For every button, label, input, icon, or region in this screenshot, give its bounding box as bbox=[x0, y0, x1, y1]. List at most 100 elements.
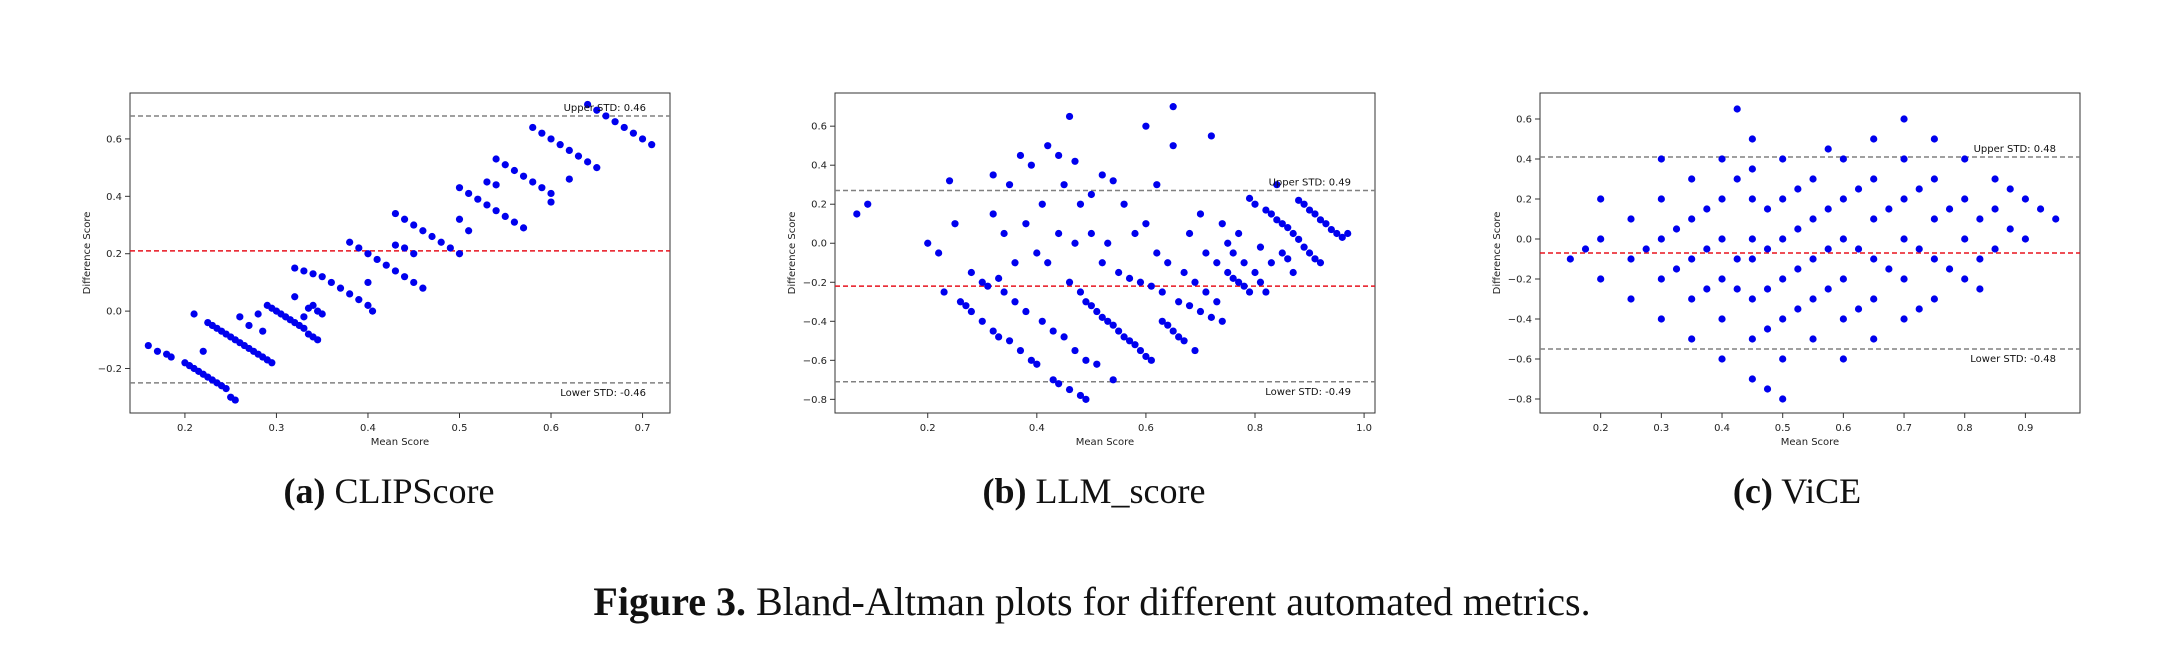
data-point bbox=[1627, 255, 1635, 263]
data-point bbox=[1180, 337, 1188, 345]
data-point bbox=[984, 282, 992, 290]
data-point bbox=[1718, 315, 1726, 323]
data-point bbox=[1824, 245, 1832, 253]
data-point bbox=[1718, 235, 1726, 243]
data-point bbox=[1794, 305, 1802, 313]
data-point bbox=[1779, 155, 1787, 163]
data-point bbox=[501, 161, 509, 169]
y-tick-label: 0.4 bbox=[1516, 155, 1532, 166]
data-point bbox=[1657, 275, 1665, 283]
data-point bbox=[1142, 122, 1150, 130]
data-point bbox=[1104, 317, 1112, 325]
data-point bbox=[236, 313, 244, 321]
data-point bbox=[1779, 235, 1787, 243]
data-point bbox=[2021, 235, 2029, 243]
data-point bbox=[1763, 205, 1772, 213]
y-tick-label: 0.0 bbox=[1516, 235, 1532, 246]
y-tick-label: −0.2 bbox=[803, 278, 827, 289]
data-point bbox=[400, 273, 409, 281]
data-point bbox=[538, 129, 546, 137]
data-point bbox=[465, 189, 473, 198]
data-point bbox=[529, 178, 537, 186]
data-point bbox=[364, 278, 372, 287]
data-point bbox=[1153, 249, 1161, 257]
data-point bbox=[565, 175, 573, 183]
data-point bbox=[1915, 305, 1923, 313]
data-point bbox=[1885, 205, 1893, 213]
upper-std-label: Upper STD: 0.46 bbox=[564, 103, 646, 114]
data-point bbox=[1900, 235, 1908, 243]
data-point bbox=[1870, 255, 1878, 263]
x-tick-label: 0.6 bbox=[543, 423, 559, 434]
data-point bbox=[1185, 229, 1194, 238]
data-point bbox=[1870, 295, 1878, 303]
data-point bbox=[1180, 268, 1188, 277]
data-point bbox=[1870, 135, 1878, 143]
data-point bbox=[989, 327, 997, 335]
data-point bbox=[1256, 243, 1265, 251]
data-point bbox=[1027, 356, 1035, 364]
data-point bbox=[1289, 268, 1297, 277]
data-point bbox=[1087, 229, 1095, 238]
x-axis-label: Mean Score bbox=[1781, 437, 1839, 448]
data-point bbox=[1824, 145, 1832, 153]
data-point bbox=[995, 274, 1003, 282]
data-point bbox=[309, 270, 317, 278]
x-tick-label: 0.3 bbox=[1653, 423, 1669, 434]
data-point bbox=[1142, 220, 1150, 228]
data-point bbox=[336, 284, 345, 292]
data-point bbox=[967, 307, 975, 316]
data-point bbox=[474, 195, 482, 203]
data-point bbox=[153, 347, 162, 355]
data-point bbox=[1245, 288, 1254, 296]
data-point bbox=[465, 227, 473, 235]
data-point bbox=[391, 267, 400, 275]
data-point bbox=[364, 250, 372, 258]
data-point bbox=[2006, 225, 2014, 233]
data-point bbox=[1055, 380, 1063, 388]
data-point bbox=[1779, 275, 1787, 283]
data-point bbox=[1093, 360, 1101, 368]
x-tick-label: 0.7 bbox=[635, 423, 651, 434]
data-point bbox=[1718, 355, 1726, 363]
data-point bbox=[1131, 229, 1139, 238]
data-point bbox=[1033, 249, 1041, 257]
data-point bbox=[1218, 317, 1226, 325]
data-point bbox=[1597, 195, 1605, 203]
data-point bbox=[346, 290, 354, 298]
data-point bbox=[1213, 259, 1221, 267]
y-tick-label: 0.6 bbox=[106, 134, 122, 145]
data-point bbox=[967, 268, 975, 277]
y-tick-label: 0.0 bbox=[811, 239, 827, 250]
x-tick-label: 0.2 bbox=[1593, 423, 1609, 434]
data-point bbox=[1295, 235, 1303, 243]
data-point bbox=[455, 250, 464, 258]
data-point bbox=[1627, 215, 1635, 223]
data-point bbox=[995, 333, 1003, 341]
data-point bbox=[1316, 216, 1325, 224]
data-point bbox=[1011, 298, 1019, 306]
data-point bbox=[1316, 259, 1325, 267]
data-point bbox=[410, 221, 418, 229]
data-point bbox=[1022, 220, 1030, 228]
data-point bbox=[1657, 195, 1665, 203]
data-point bbox=[1930, 215, 1938, 223]
data-point bbox=[492, 181, 500, 189]
data-point bbox=[1164, 321, 1172, 329]
data-point bbox=[1060, 333, 1068, 341]
data-point bbox=[1733, 175, 1741, 183]
data-point bbox=[519, 172, 528, 180]
data-point bbox=[1256, 278, 1265, 286]
data-point bbox=[1748, 235, 1756, 243]
data-point bbox=[1748, 295, 1756, 303]
lower-std-label: Lower STD: -0.48 bbox=[1970, 354, 2056, 365]
data-point bbox=[1688, 255, 1696, 263]
plot-llm-score: 0.2 0.4 0.6 0.8 1.0 −0.8 −0.6 −0.4 −0.2 0.0 0.2 0.4… bbox=[787, 92, 1376, 448]
data-point bbox=[1109, 321, 1117, 329]
data-point bbox=[1333, 229, 1341, 238]
data-point bbox=[1136, 278, 1145, 286]
data-point bbox=[391, 209, 400, 218]
data-point bbox=[1809, 215, 1817, 223]
data-point bbox=[1566, 255, 1574, 263]
